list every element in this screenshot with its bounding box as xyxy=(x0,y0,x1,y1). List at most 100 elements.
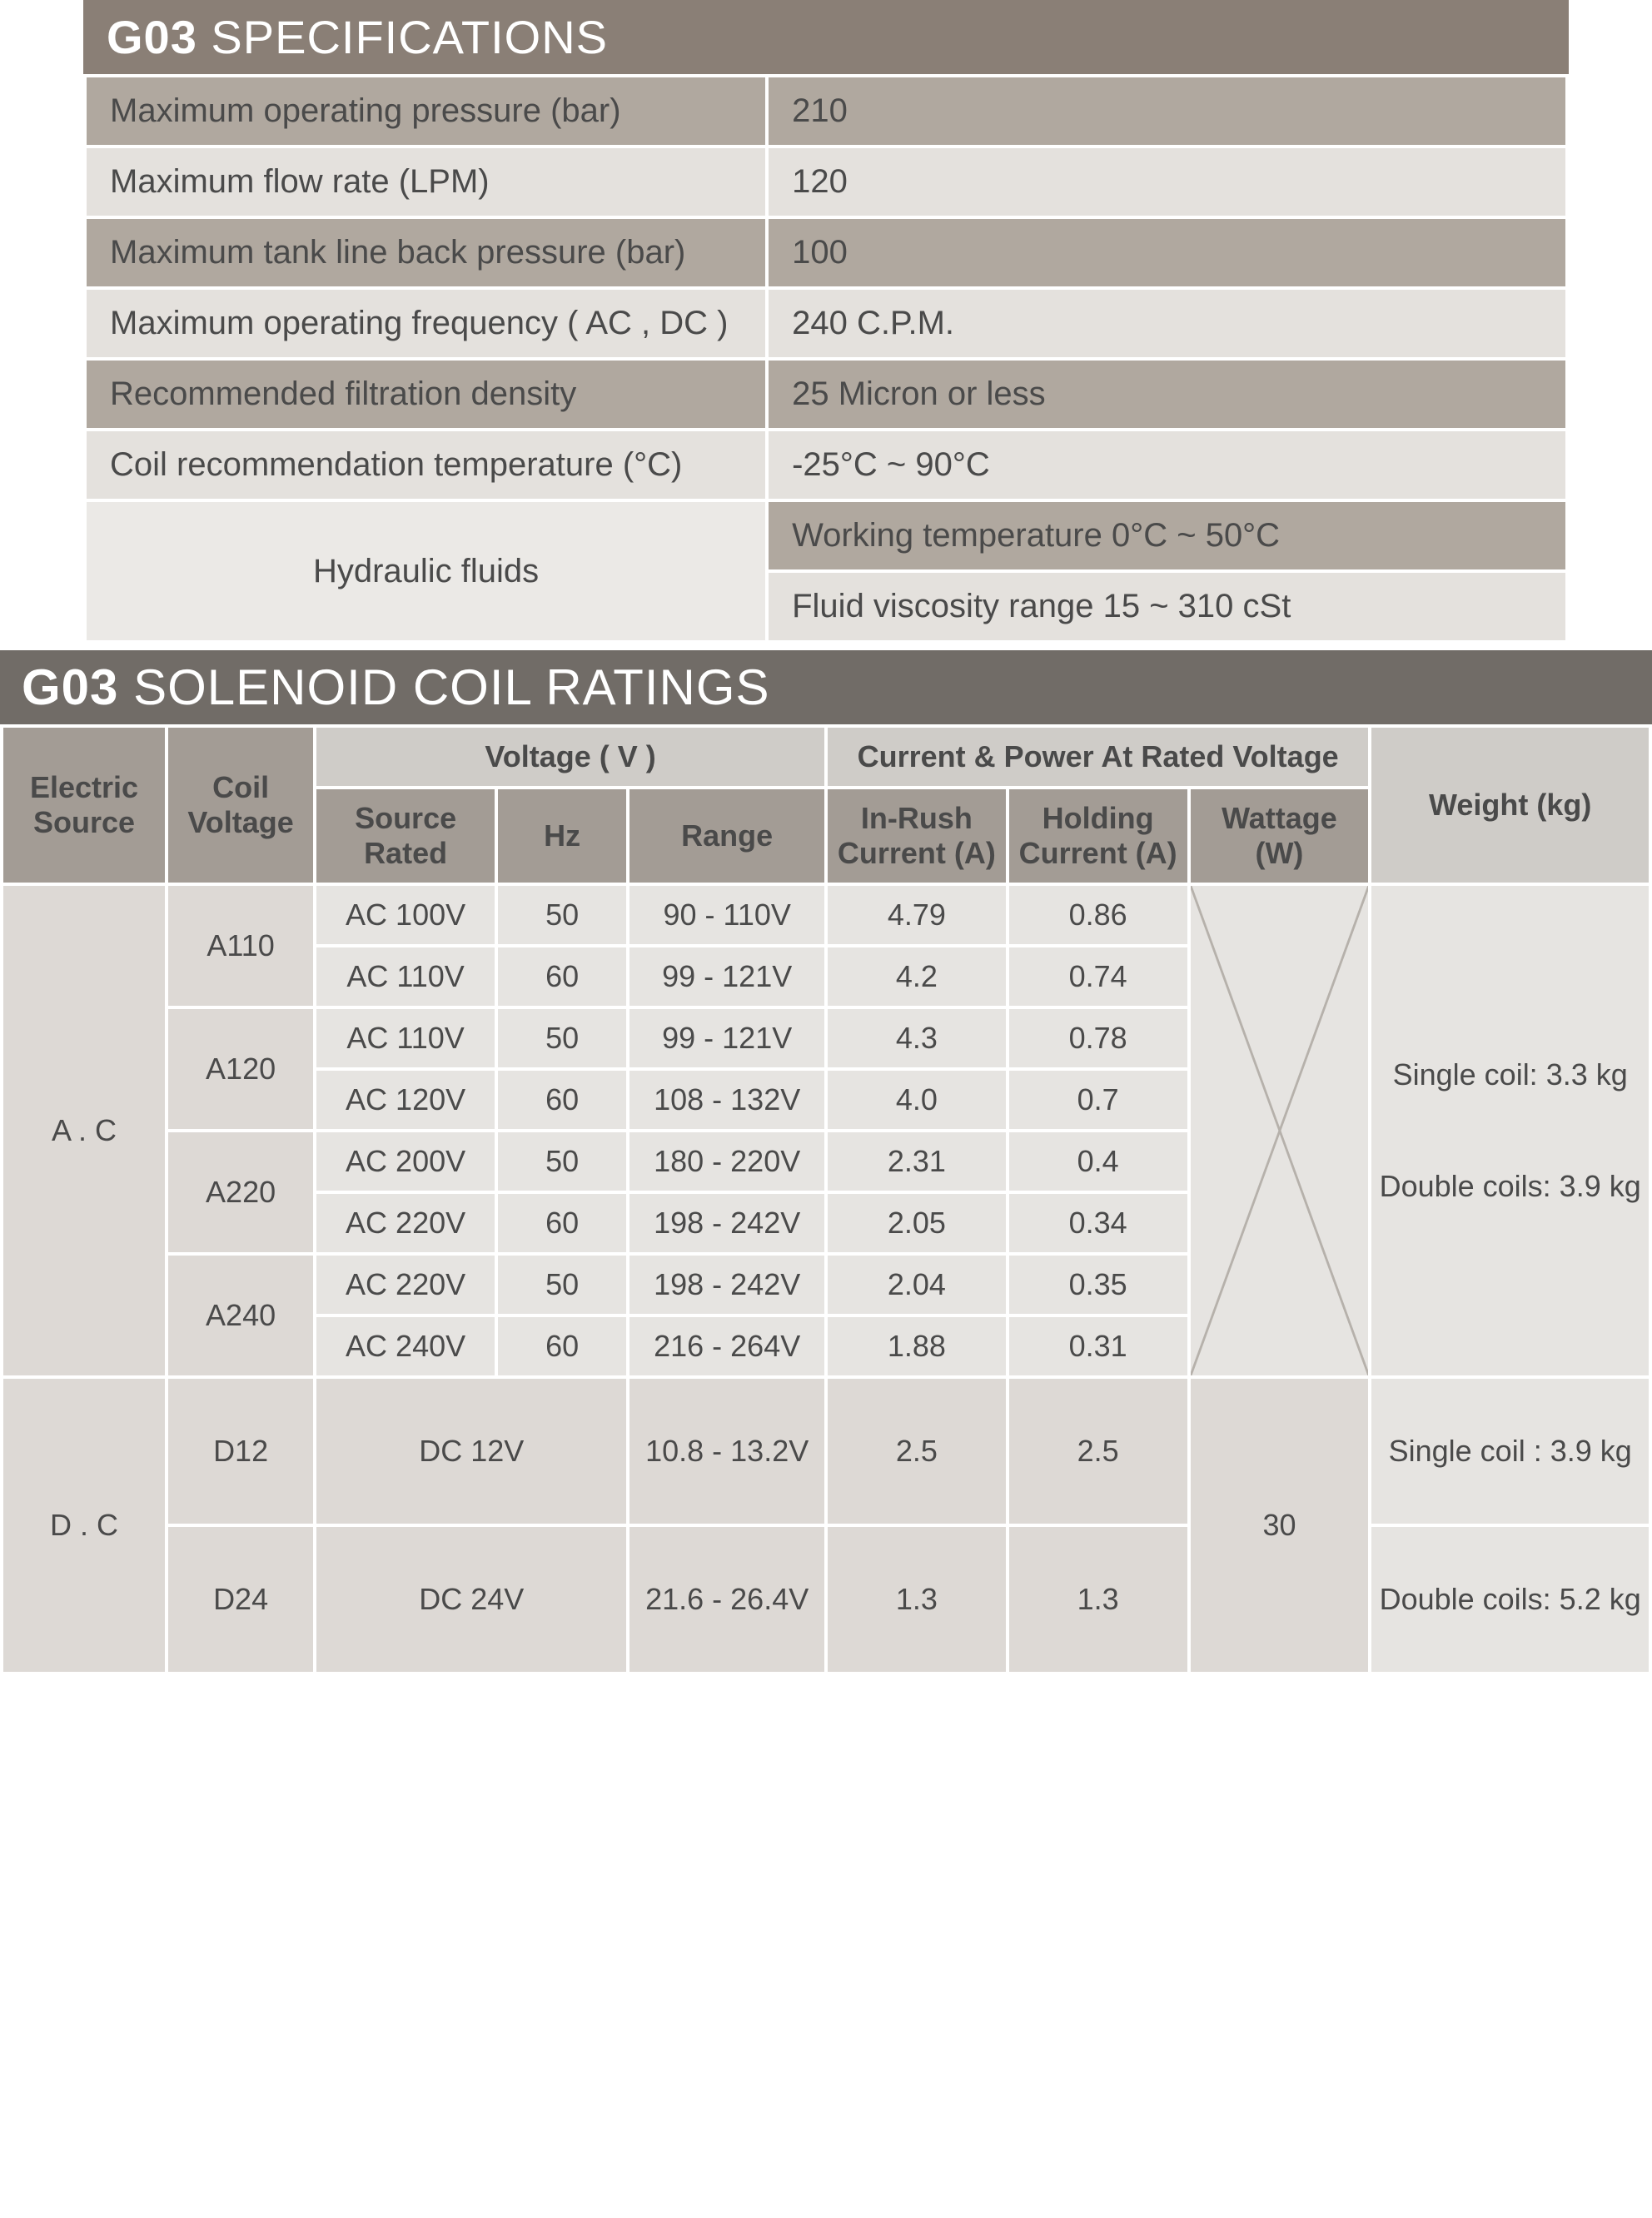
spec-value: 25 Micron or less xyxy=(769,361,1565,428)
hz: 50 xyxy=(496,1131,628,1192)
hz: 50 xyxy=(496,884,628,946)
hdr-wattage: Wattage (W) xyxy=(1189,788,1371,884)
hz: 60 xyxy=(496,1192,628,1254)
spec-label: Maximum operating frequency ( AC , DC ) xyxy=(87,290,765,357)
spec-row: Maximum tank line back pressure (bar)100 xyxy=(87,219,1565,286)
spec-row: Recommended filtration density25 Micron … xyxy=(87,361,1565,428)
range: 99 - 121V xyxy=(628,1007,826,1069)
holding: 0.7 xyxy=(1008,1069,1189,1131)
hz: 60 xyxy=(496,946,628,1007)
ratings-row: A . CA110AC 100V5090 - 110V4.790.86Singl… xyxy=(2,884,1650,946)
spec-label: Maximum operating pressure (bar) xyxy=(87,77,765,145)
source-rated: AC 120V xyxy=(315,1069,496,1131)
spec-row: Coil recommendation temperature (°C)-25°… xyxy=(87,431,1565,499)
range: 108 - 132V xyxy=(628,1069,826,1131)
spec-label: Recommended filtration density xyxy=(87,361,765,428)
hdr-voltage-group: Voltage ( V ) xyxy=(315,726,826,788)
spec-value: -25°C ~ 90°C xyxy=(769,431,1565,499)
hydraulic-label: Hydraulic fluids xyxy=(87,502,765,640)
hdr-current-group: Current & Power At Rated Voltage xyxy=(826,726,1370,788)
inrush: 2.31 xyxy=(826,1131,1008,1192)
hdr-range: Range xyxy=(628,788,826,884)
spec-value: 120 xyxy=(769,148,1565,216)
range: 216 - 264V xyxy=(628,1315,826,1377)
hz: 50 xyxy=(496,1007,628,1069)
spec-table: Maximum operating pressure (bar)210Maxim… xyxy=(83,74,1569,644)
hdr-inrush: In-Rush Current (A) xyxy=(826,788,1008,884)
inrush: 1.3 xyxy=(826,1525,1008,1673)
inrush: 2.5 xyxy=(826,1377,1008,1525)
spec-title: G03 SPECIFICATIONS xyxy=(83,0,1569,74)
coil-voltage: A240 xyxy=(167,1254,315,1377)
range: 21.6 - 26.4V xyxy=(628,1525,826,1673)
inrush: 4.2 xyxy=(826,946,1008,1007)
specifications-section: G03 SPECIFICATIONS Maximum operating pre… xyxy=(0,0,1652,644)
hdr-coil-voltage: Coil Voltage xyxy=(167,726,315,884)
ratings-title-bold: G03 xyxy=(22,659,118,715)
hdr-electric-source: Electric Source xyxy=(2,726,167,884)
source-rated: AC 220V xyxy=(315,1192,496,1254)
hz: 60 xyxy=(496,1069,628,1131)
range: 90 - 110V xyxy=(628,884,826,946)
weight-ac-double: Double coils: 3.9 kg xyxy=(1378,1164,1642,1209)
hydraulic-working-temp: Working temperature 0°C ~ 50°C xyxy=(769,502,1565,569)
holding: 0.34 xyxy=(1008,1192,1189,1254)
inrush: 2.05 xyxy=(826,1192,1008,1254)
weight-ac: Single coil: 3.3 kg Double coils: 3.9 kg xyxy=(1370,884,1650,1377)
source-rated: AC 220V xyxy=(315,1254,496,1315)
spec-value: 210 xyxy=(769,77,1565,145)
weight-ac-single: Single coil: 3.3 kg xyxy=(1378,1052,1642,1097)
hz: 50 xyxy=(496,1254,628,1315)
inrush: 4.0 xyxy=(826,1069,1008,1131)
holding: 0.86 xyxy=(1008,884,1189,946)
range: 180 - 220V xyxy=(628,1131,826,1192)
holding: 0.78 xyxy=(1008,1007,1189,1069)
coil-voltage: D24 xyxy=(167,1525,315,1673)
hdr-source-rated: Source Rated xyxy=(315,788,496,884)
ratings-table: Electric Source Coil Voltage Voltage ( V… xyxy=(0,724,1652,1675)
hdr-hz: Hz xyxy=(496,788,628,884)
spec-value: 240 C.P.M. xyxy=(769,290,1565,357)
coil-voltage: A110 xyxy=(167,884,315,1007)
holding: 2.5 xyxy=(1008,1377,1189,1525)
hz: 60 xyxy=(496,1315,628,1377)
ratings-title-rest: SOLENOID COIL RATINGS xyxy=(133,659,769,715)
source-rated: AC 110V xyxy=(315,1007,496,1069)
source-rated: AC 200V xyxy=(315,1131,496,1192)
coil-voltage: A120 xyxy=(167,1007,315,1131)
holding: 0.74 xyxy=(1008,946,1189,1007)
spec-label: Maximum flow rate (LPM) xyxy=(87,148,765,216)
holding: 0.4 xyxy=(1008,1131,1189,1192)
inrush: 1.88 xyxy=(826,1315,1008,1377)
spec-label: Coil recommendation temperature (°C) xyxy=(87,431,765,499)
holding: 1.3 xyxy=(1008,1525,1189,1673)
spec-row: Maximum operating pressure (bar)210 xyxy=(87,77,1565,145)
hdr-weight: Weight (kg) xyxy=(1370,726,1650,884)
spec-row: Maximum flow rate (LPM)120 xyxy=(87,148,1565,216)
inrush: 4.3 xyxy=(826,1007,1008,1069)
wattage-dc: 30 xyxy=(1189,1377,1371,1673)
weight-dc: Double coils: 5.2 kg xyxy=(1370,1525,1650,1673)
inrush: 4.79 xyxy=(826,884,1008,946)
ratings-title: G03 SOLENOID COIL RATINGS xyxy=(0,650,1652,724)
coil-voltage: A220 xyxy=(167,1131,315,1254)
electric-source-dc: D . C xyxy=(2,1377,167,1673)
spec-row: Maximum operating frequency ( AC , DC )2… xyxy=(87,290,1565,357)
ratings-row: D24DC 24V21.6 - 26.4V1.31.3Double coils:… xyxy=(2,1525,1650,1673)
spec-title-rest: SPECIFICATIONS xyxy=(211,11,608,63)
range: 198 - 242V xyxy=(628,1192,826,1254)
holding: 0.35 xyxy=(1008,1254,1189,1315)
spec-title-bold: G03 xyxy=(107,11,197,63)
spec-value: 100 xyxy=(769,219,1565,286)
range: 198 - 242V xyxy=(628,1254,826,1315)
source-rated: AC 100V xyxy=(315,884,496,946)
source-rated: DC 12V xyxy=(315,1377,628,1525)
spec-label: Maximum tank line back pressure (bar) xyxy=(87,219,765,286)
weight-dc: Single coil : 3.9 kg xyxy=(1370,1377,1650,1525)
range: 99 - 121V xyxy=(628,946,826,1007)
source-rated: AC 110V xyxy=(315,946,496,1007)
source-rated: DC 24V xyxy=(315,1525,628,1673)
inrush: 2.04 xyxy=(826,1254,1008,1315)
hdr-holding: Holding Current (A) xyxy=(1008,788,1189,884)
coil-voltage: D12 xyxy=(167,1377,315,1525)
